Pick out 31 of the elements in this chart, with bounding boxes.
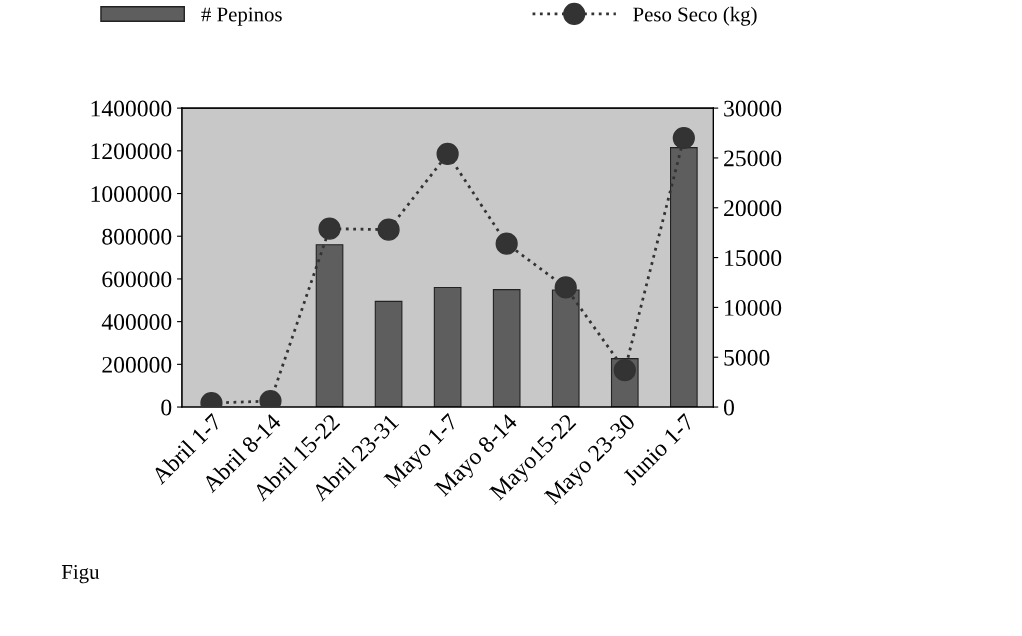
bar	[374, 300, 403, 408]
bar	[669, 147, 698, 408]
y2-tick-label: 15000	[725, 250, 782, 266]
y2-tick-label: 5000	[724, 349, 770, 366]
y2-tick-label: 25000	[724, 150, 782, 167]
y-tick-label: 0	[161, 399, 172, 416]
point	[318, 217, 341, 240]
y2-tick-label: 30000	[724, 100, 782, 117]
y2-tick-label: 0	[723, 399, 734, 416]
point	[495, 232, 518, 255]
bar	[315, 244, 344, 408]
text: Figu	[61, 564, 100, 584]
y-tick-label: 800000	[102, 228, 172, 245]
y-tick-label: 600000	[102, 271, 172, 288]
y2-tick-label: 20000	[724, 200, 782, 217]
bar	[433, 286, 462, 408]
point	[377, 218, 400, 241]
y-tick-label: 1200000	[91, 143, 172, 160]
y-tick-label: 200000	[102, 356, 172, 373]
y-tick-label: 1400000	[91, 100, 172, 117]
point	[613, 359, 636, 382]
point	[554, 276, 577, 299]
point	[436, 142, 459, 166]
point	[672, 126, 695, 150]
legend-label: # Pepinos	[201, 7, 282, 26]
y-tick-label: 1000000	[91, 186, 172, 202]
y2-tick-label: 10000	[725, 299, 782, 316]
bar	[551, 289, 580, 408]
y-tick-label: 400000	[101, 314, 172, 331]
bar	[492, 289, 521, 408]
legend-label: Peso Seco (kg)	[633, 6, 757, 26]
